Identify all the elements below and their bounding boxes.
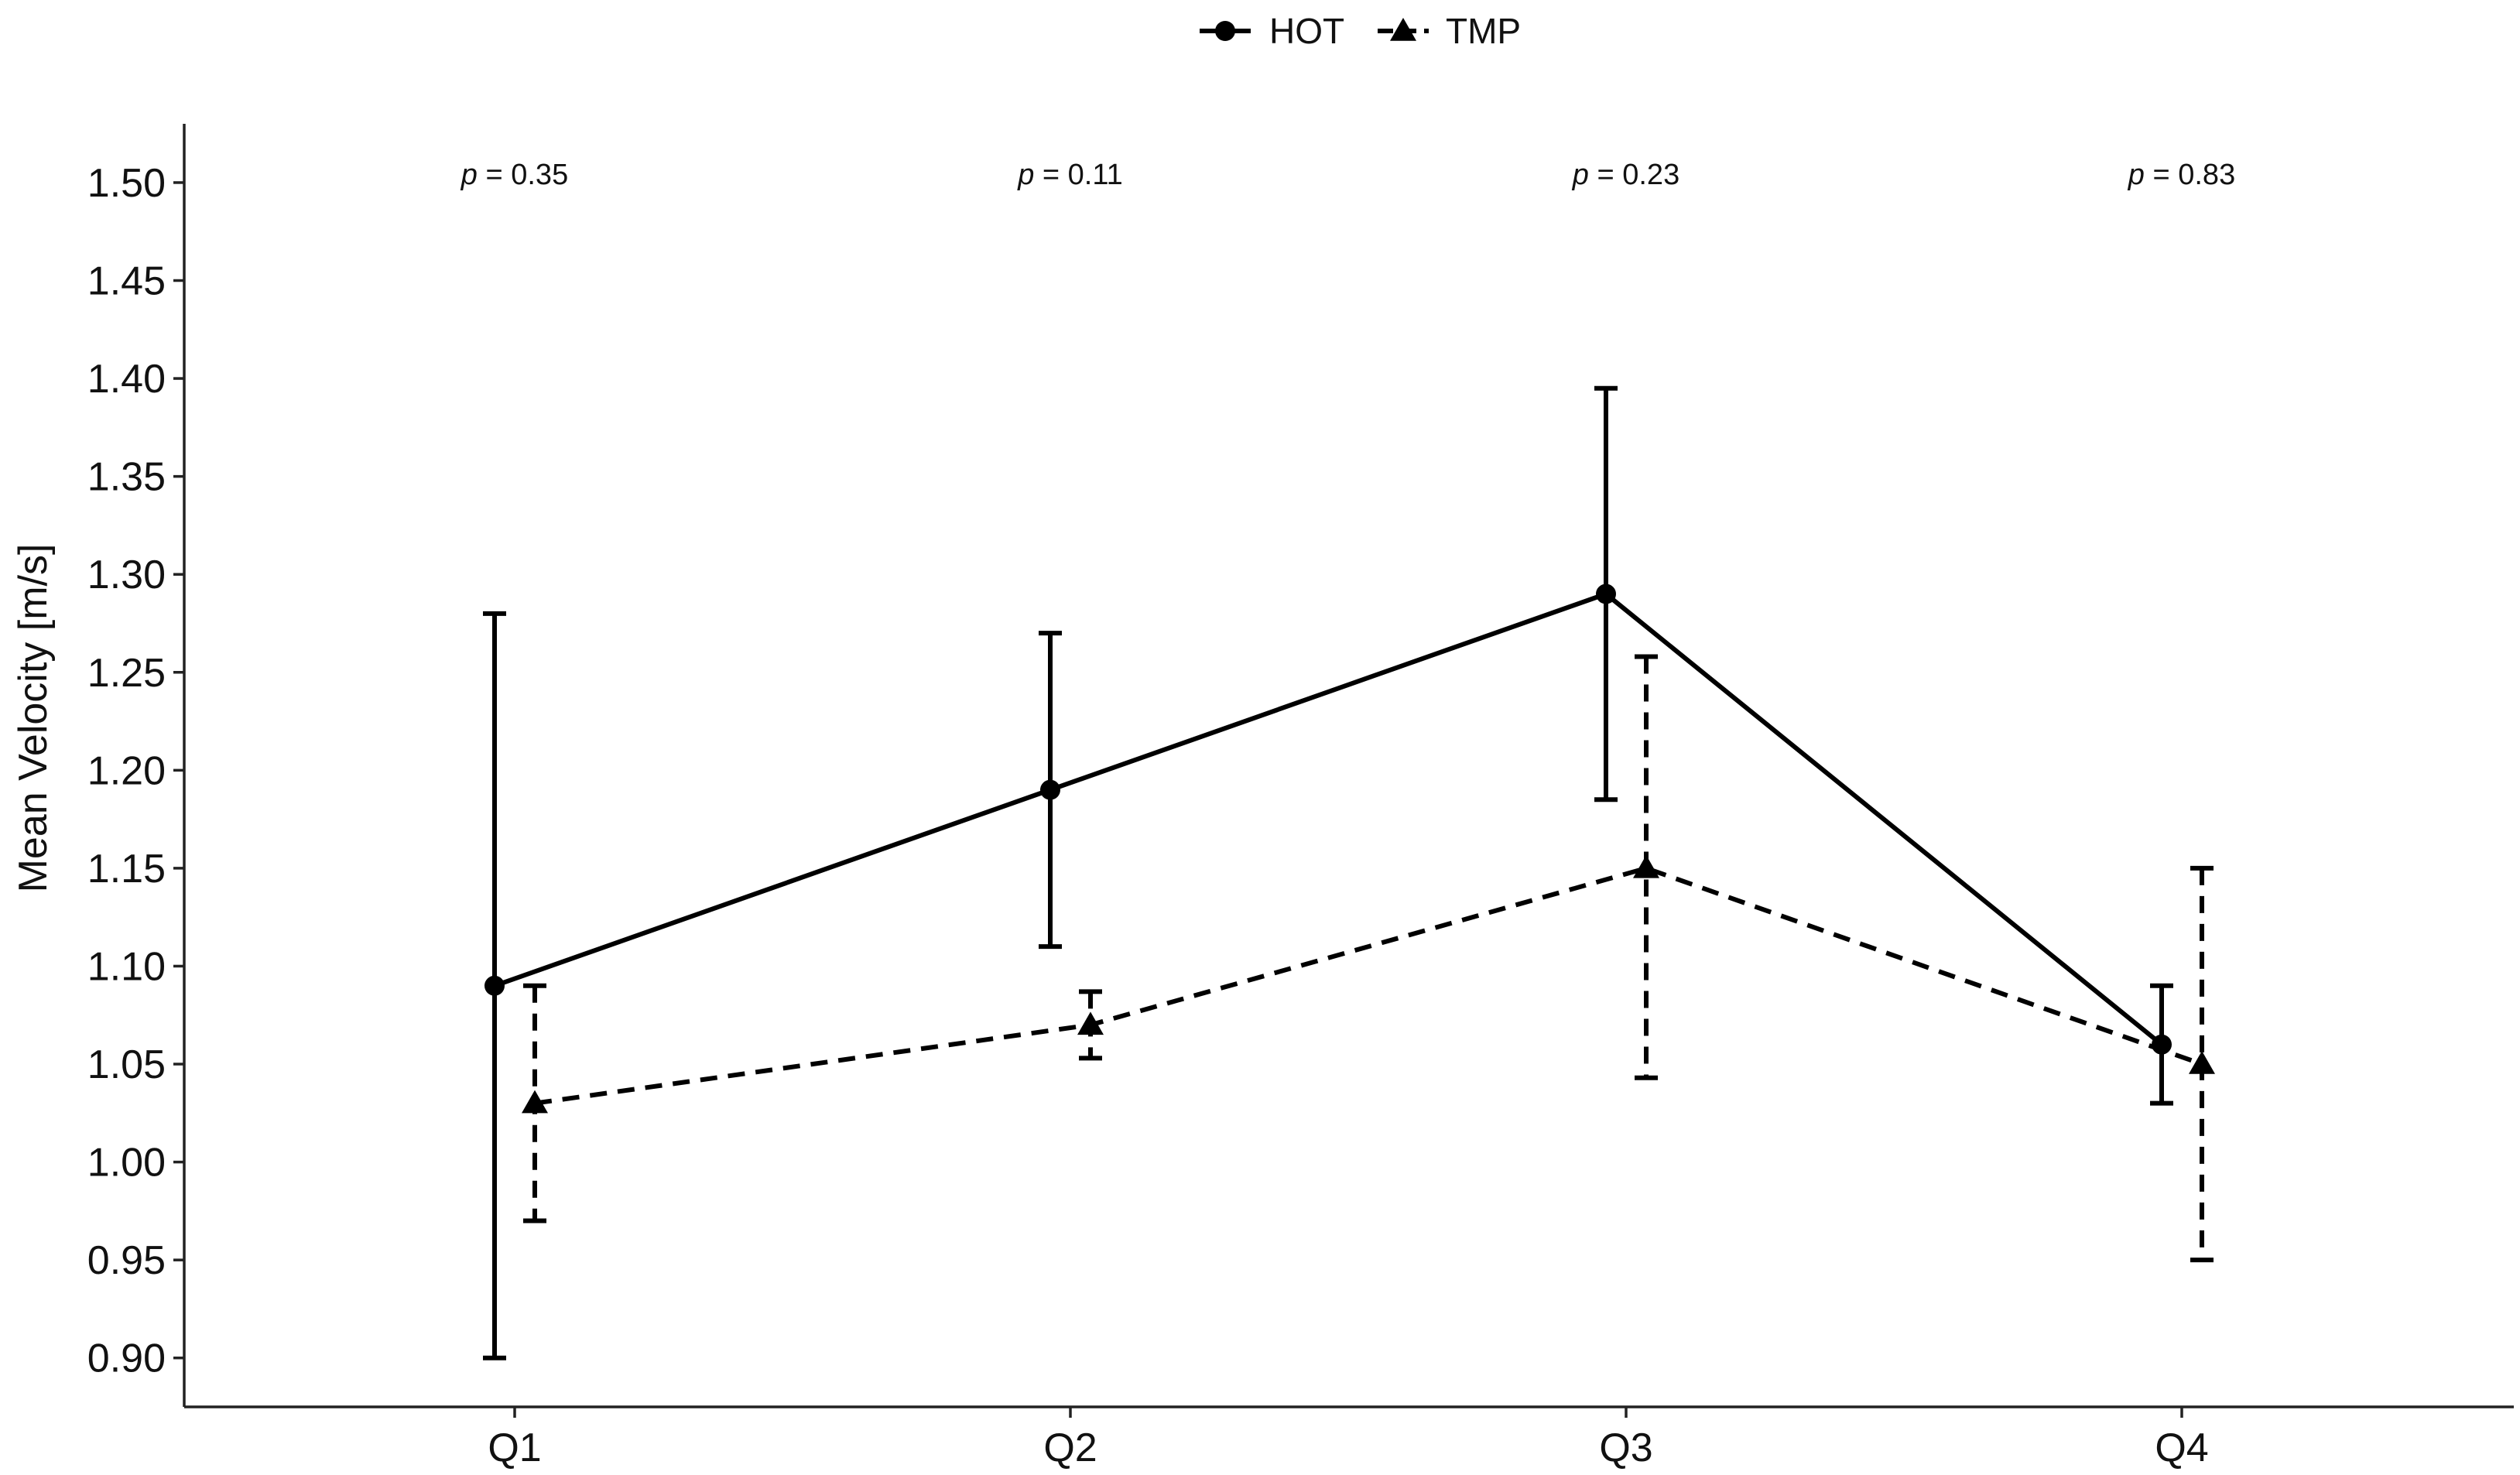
y-tick-label: 1.20	[87, 748, 166, 793]
data-point	[2189, 1051, 2215, 1074]
x-tick-label: Q3	[1599, 1425, 1652, 1470]
y-tick-label: 1.50	[87, 161, 166, 206]
p-value: = 0.11	[1034, 159, 1122, 191]
p-value: = 0.35	[478, 159, 568, 191]
p-value-label: p = 0.23	[1572, 159, 1679, 191]
y-tick-label: 1.05	[87, 1042, 166, 1087]
data-point	[1596, 583, 1616, 604]
x-tick-label: Q2	[1043, 1425, 1097, 1470]
y-tick-label: 1.30	[87, 553, 166, 597]
data-point	[1040, 779, 1060, 800]
y-tick-label: 1.25	[87, 651, 166, 696]
series-line	[494, 591, 2163, 1047]
y-tick-label: 1.15	[87, 847, 166, 892]
series-hot	[483, 385, 2173, 1360]
p-symbol: p	[461, 159, 478, 191]
x-tick-label: Q1	[488, 1425, 541, 1470]
legend-item-tmp: TMP	[1378, 11, 1521, 51]
data-point	[1077, 1011, 1104, 1035]
p-symbol: p	[2128, 159, 2145, 191]
p-value-annotations: p = 0.35 p = 0.11 p = 0.23 p = 0.83	[461, 159, 2235, 191]
series-layer	[483, 385, 2215, 1360]
y-tick-label: 0.95	[87, 1238, 166, 1283]
legend-item-hot: HOT	[1200, 11, 1344, 51]
legend-label: HOT	[1269, 11, 1344, 51]
x-tick-label: Q4	[2155, 1425, 2208, 1470]
legend: HOT TMP	[1200, 11, 1521, 51]
y-tick-label: 1.10	[87, 944, 166, 989]
y-axis-label: Mean Velocity [m/s]	[11, 544, 56, 893]
p-value-label: p = 0.11	[1017, 159, 1123, 191]
y-tick-label: 1.35	[87, 455, 166, 500]
y-tick-label: 0.90	[87, 1336, 166, 1381]
y-tick-label: 1.45	[87, 259, 166, 304]
p-value-label: p = 0.35	[461, 159, 568, 191]
p-value-label: p = 0.83	[2128, 159, 2235, 191]
data-point	[1633, 854, 1659, 878]
p-symbol: p	[1572, 159, 1589, 191]
legend-label: TMP	[1446, 11, 1521, 51]
y-tick-label: 1.00	[87, 1141, 166, 1186]
series-tmp	[522, 654, 2215, 1263]
legend-marker	[1390, 18, 1416, 41]
data-point	[484, 975, 505, 996]
data-point	[522, 1090, 548, 1114]
y-tick-label: 1.40	[87, 357, 166, 402]
p-symbol: p	[1017, 159, 1034, 191]
legend-marker	[1215, 21, 1235, 41]
p-value: = 0.83	[2145, 159, 2235, 191]
axes: 0.90 0.95 1.00 1.05 1.10 1.15 1.20 1.25 1.30 1.35…	[87, 124, 2514, 1470]
series-line	[534, 865, 2203, 1106]
p-value: = 0.23	[1589, 159, 1679, 191]
